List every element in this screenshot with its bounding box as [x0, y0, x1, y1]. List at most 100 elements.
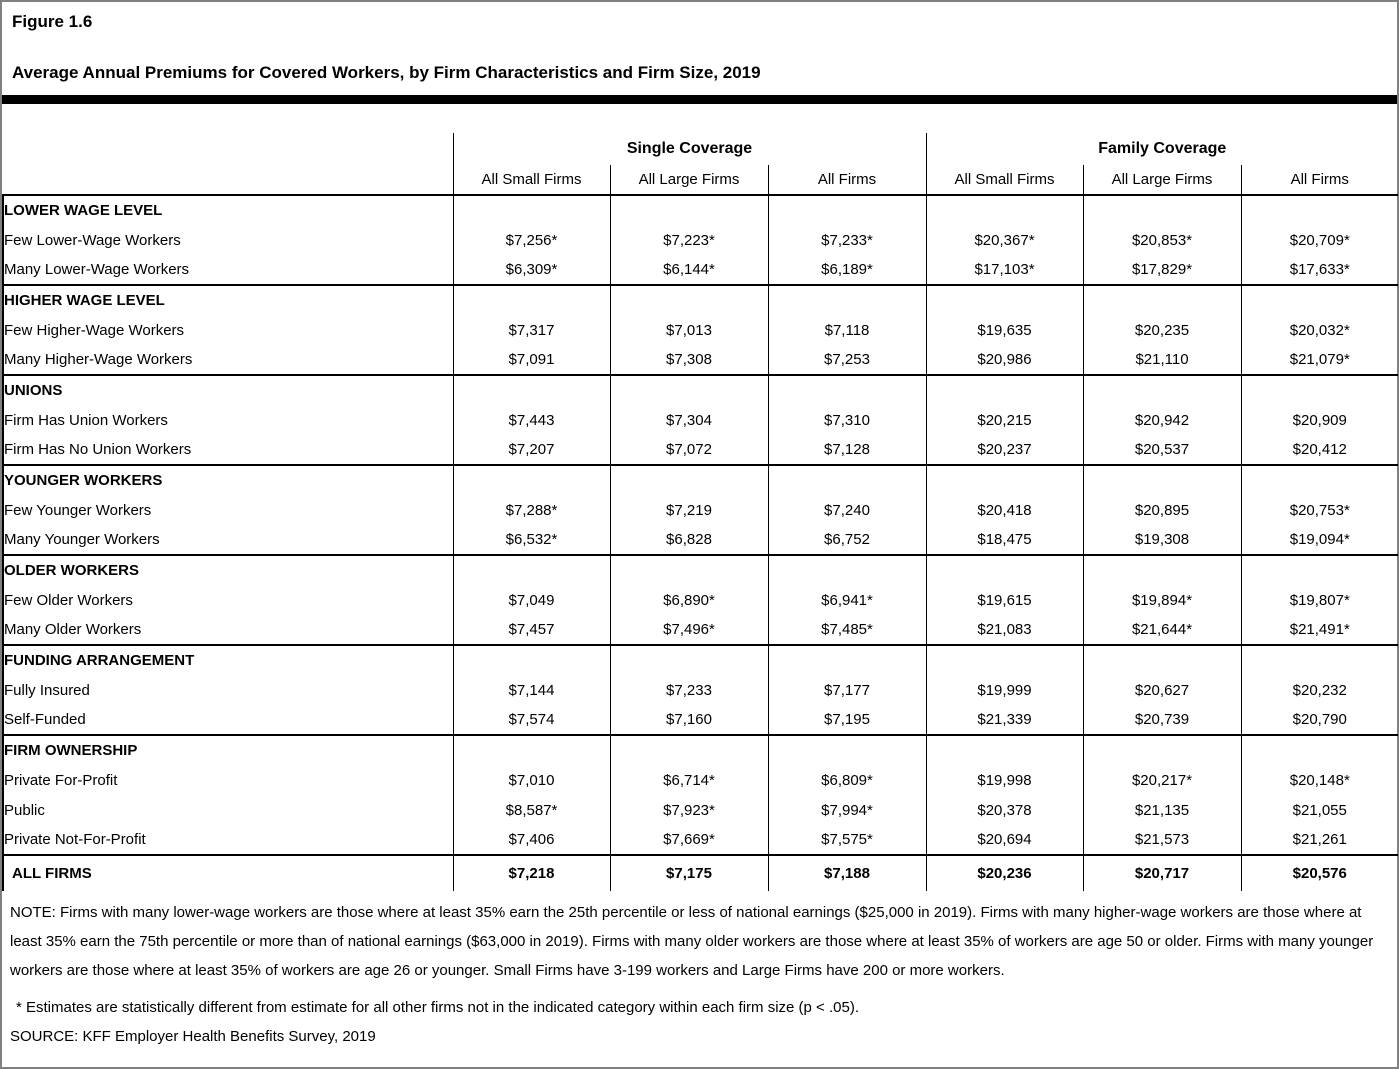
value-cell: $7,195: [767, 705, 926, 735]
table-row: Private Not-For-Profit $7,406 $7,669* $7,57…: [2, 825, 1399, 855]
section-header-row: UNIONS: [2, 374, 1399, 405]
table-body: LOWER WAGE LEVEL Few Lower-Wage Workers $7…: [2, 194, 1399, 891]
section-header: YOUNGER WORKERS: [2, 464, 453, 495]
empty-cell: [609, 284, 768, 315]
table-row: Few Lower-Wage Workers $7,256* $7,223* $7,2…: [2, 225, 1399, 255]
table-row: Many Younger Workers $6,532* $6,828 $6,752 $…: [2, 525, 1399, 555]
value-cell: $20,739: [1082, 705, 1241, 735]
empty-cell: [767, 644, 926, 675]
value-cell: $7,288*: [452, 495, 610, 525]
empty-cell: [609, 644, 768, 675]
row-label: Firm Has No Union Workers: [2, 435, 453, 465]
value-cell: $20,148*: [1240, 765, 1399, 795]
value-cell: $20,717: [1082, 854, 1241, 891]
value-cell: $19,308: [1082, 525, 1241, 555]
value-cell: $7,496*: [609, 615, 768, 645]
value-cell: $7,406: [452, 825, 610, 855]
value-cell: $18,475: [925, 525, 1083, 555]
row-label: Few Younger Workers: [2, 495, 453, 525]
empty-cell: [767, 194, 926, 225]
value-cell: $20,709*: [1240, 225, 1399, 255]
family-coverage-header: Family Coverage: [925, 133, 1399, 165]
section-header-row: HIGHER WAGE LEVEL: [2, 284, 1399, 315]
corner-cell: [3, 165, 453, 196]
value-cell: $20,790: [1240, 705, 1399, 735]
value-cell: $21,083: [925, 615, 1083, 645]
empty-cell: [1082, 284, 1241, 315]
column-header-family-0: All Small Firms: [925, 165, 1083, 196]
value-cell: $20,537: [1082, 435, 1241, 465]
value-cell: $21,573: [1082, 825, 1241, 855]
empty-cell: [609, 374, 768, 405]
value-cell: $21,079*: [1240, 345, 1399, 375]
empty-cell: [925, 554, 1083, 585]
value-cell: $20,942: [1082, 405, 1241, 435]
firm-size-header-row: All Small Firms All Large Firms All Firms A…: [3, 165, 1399, 196]
row-label: Self-Funded: [2, 705, 453, 735]
row-label: Many Older Workers: [2, 615, 453, 645]
value-cell: $20,235: [1082, 315, 1241, 345]
value-cell: $19,999: [925, 675, 1083, 705]
table-row: Self-Funded $7,574 $7,160 $7,195 $21,339 $20,…: [2, 705, 1399, 735]
empty-cell: [1082, 644, 1241, 675]
value-cell: $19,998: [925, 765, 1083, 795]
table-row: Few Younger Workers $7,288* $7,219 $7,240 $2…: [2, 495, 1399, 525]
value-cell: $7,177: [767, 675, 926, 705]
empty-cell: [609, 734, 768, 765]
value-cell: $20,986: [925, 345, 1083, 375]
empty-cell: [452, 644, 610, 675]
source-text: SOURCE: KFF Employer Health Benefits Sur…: [10, 1028, 376, 1045]
empty-cell: [609, 464, 768, 495]
value-cell: $7,188: [767, 854, 926, 891]
empty-cell: [925, 194, 1083, 225]
value-cell: $7,118: [767, 315, 926, 345]
value-cell: $7,485*: [767, 615, 926, 645]
value-cell: $20,627: [1082, 675, 1241, 705]
value-cell: $20,909: [1240, 405, 1399, 435]
table-row: Private For-Profit $7,010 $6,714* $6,809* $1…: [2, 765, 1399, 795]
value-cell: $7,994*: [767, 795, 926, 825]
value-cell: $20,367*: [925, 225, 1083, 255]
empty-cell: [767, 554, 926, 585]
empty-cell: [1240, 194, 1399, 225]
value-cell: $6,714*: [609, 765, 768, 795]
value-cell: $21,491*: [1240, 615, 1399, 645]
empty-cell: [1082, 554, 1241, 585]
section-header: OLDER WORKERS: [2, 554, 453, 585]
section-header-row: YOUNGER WORKERS: [2, 464, 1399, 495]
empty-cell: [452, 734, 610, 765]
row-label: Few Higher-Wage Workers: [2, 315, 453, 345]
empty-cell: [609, 554, 768, 585]
empty-cell: [925, 734, 1083, 765]
section-header-row: FUNDING ARRANGEMENT: [2, 644, 1399, 675]
value-cell: $20,753*: [1240, 495, 1399, 525]
value-cell: $7,317: [452, 315, 610, 345]
value-cell: $20,237: [925, 435, 1083, 465]
empty-cell: [767, 734, 926, 765]
value-cell: $7,443: [452, 405, 610, 435]
value-cell: $20,378: [925, 795, 1083, 825]
value-cell: $21,644*: [1082, 615, 1241, 645]
value-cell: $20,232: [1240, 675, 1399, 705]
table-row: Firm Has Union Workers $7,443 $7,304 $7,310…: [2, 405, 1399, 435]
row-label: Private For-Profit: [2, 765, 453, 795]
row-label: Few Lower-Wage Workers: [2, 225, 453, 255]
value-cell: $7,160: [609, 705, 768, 735]
empty-cell: [452, 374, 610, 405]
empty-cell: [1082, 734, 1241, 765]
asterisk-footnote: * Estimates are statistically different …: [16, 999, 859, 1016]
value-cell: $7,010: [452, 765, 610, 795]
value-cell: $17,103*: [925, 255, 1083, 285]
value-cell: $6,890*: [609, 585, 768, 615]
empty-cell: [452, 554, 610, 585]
value-cell: $7,233*: [767, 225, 926, 255]
corner-cell: [3, 133, 453, 165]
row-label: Fully Insured: [2, 675, 453, 705]
empty-cell: [925, 644, 1083, 675]
value-cell: $19,894*: [1082, 585, 1241, 615]
empty-cell: [452, 194, 610, 225]
value-cell: $19,635: [925, 315, 1083, 345]
empty-cell: [1240, 644, 1399, 675]
all-firms-total-row: ALL FIRMS $7,218 $7,175 $7,188 $20,236 $20,71…: [2, 854, 1399, 891]
value-cell: $21,055: [1240, 795, 1399, 825]
